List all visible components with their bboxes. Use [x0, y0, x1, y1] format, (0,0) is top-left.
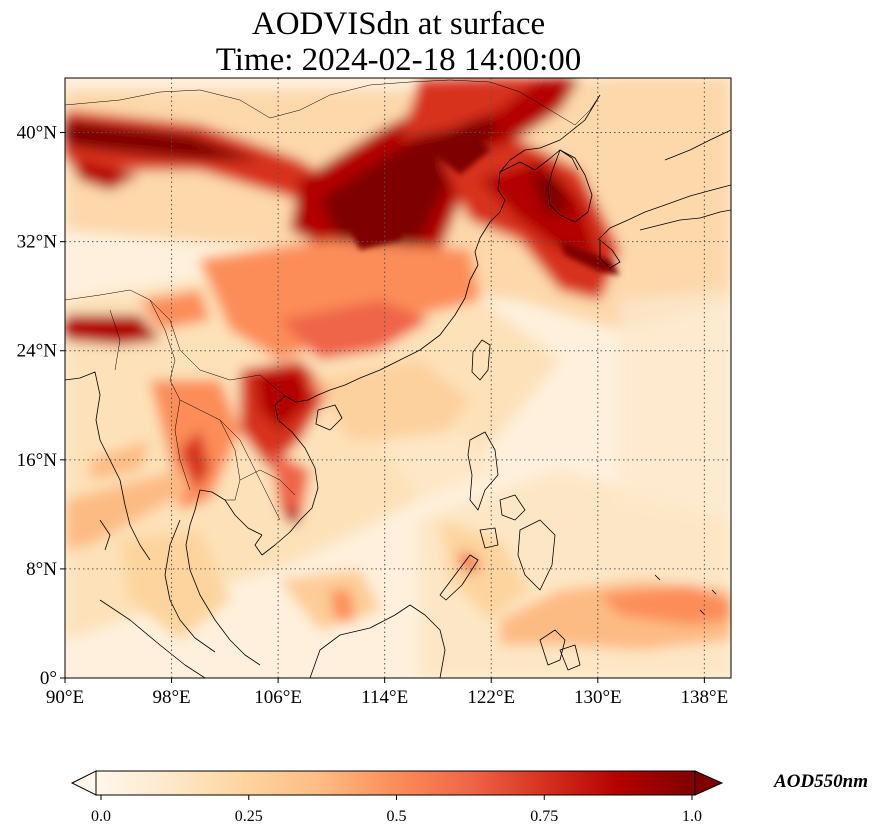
coastlines: [65, 94, 731, 678]
axis-ticks: [60, 132, 705, 683]
latitude-labels: 0° 8°N 16°N 24°N 32°N 40°N: [17, 123, 58, 689]
colorbar-unit-label: AOD550nm: [773, 771, 868, 792]
lon-tick-label: 138°E: [681, 687, 729, 708]
country-borders: [65, 79, 601, 521]
map-frame: [64, 77, 732, 679]
colorbar-tick-label: 1.0: [682, 808, 702, 825]
map-title: AODVISdn at surface: [251, 6, 546, 42]
lat-tick-label: 24°N: [17, 341, 58, 362]
lat-tick-label: 8°N: [26, 559, 57, 580]
colorbar-extend-high: [694, 770, 724, 796]
grid-lines: [65, 78, 731, 678]
lon-tick-label: 122°E: [467, 687, 515, 708]
aod-field: [65, 78, 731, 678]
colorbar-tick-label: 0.0: [91, 808, 111, 825]
colorbar-gradient: [96, 771, 695, 795]
colorbar-tick-label: 0.75: [530, 808, 558, 825]
longitude-labels: 90°E 98°E 106°E 114°E 122°E 130°E 138°E: [46, 687, 728, 708]
lat-tick-label: 40°N: [17, 123, 58, 144]
lon-tick-label: 106°E: [254, 687, 302, 708]
colorbar-extend-low: [70, 770, 97, 796]
colorbar: 0.0 0.25 0.5 0.75 1.0 AOD550nm: [70, 770, 868, 825]
lon-tick-label: 90°E: [46, 687, 84, 708]
colorbar-tick-label: 0.25: [235, 808, 263, 825]
lon-tick-label: 98°E: [152, 687, 190, 708]
lat-tick-label: 16°N: [17, 450, 58, 471]
lon-tick-label: 114°E: [361, 687, 408, 708]
lat-tick-label: 32°N: [17, 232, 58, 253]
map-timestamp: Time: 2024-02-18 14:00:00: [215, 42, 582, 78]
lat-tick-label: 0°: [40, 668, 57, 689]
colorbar-tick-label: 0.5: [387, 808, 407, 825]
lon-tick-label: 130°E: [574, 687, 622, 708]
